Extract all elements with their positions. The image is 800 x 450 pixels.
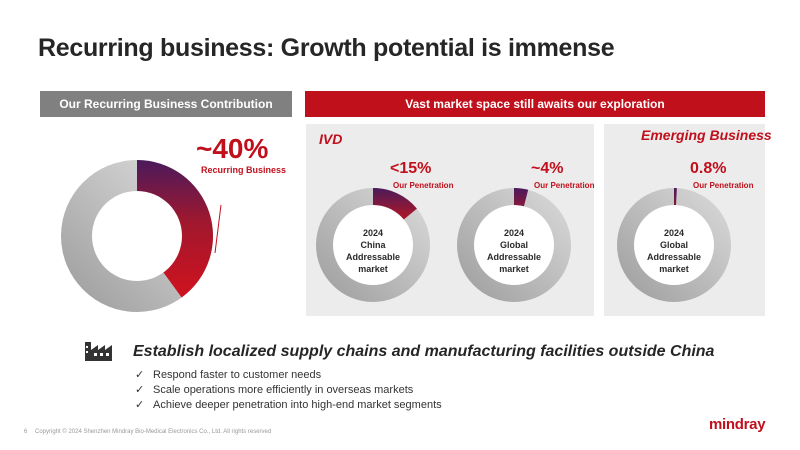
left-percent-label: Recurring Business <box>200 165 286 175</box>
donut-3-hole <box>634 205 714 285</box>
mindray-logo: mindray <box>709 416 766 433</box>
donut-1-center-label: 2024 China Addressable market <box>333 227 413 275</box>
donut-1-line4: market <box>358 264 388 274</box>
donut-2-percent: ~4% <box>531 160 564 177</box>
factory-icon <box>85 342 112 361</box>
page-number: 6 <box>24 429 28 435</box>
bottom-heading: Establish localized supply chains and ma… <box>133 343 715 360</box>
donut-2-line2: Global <box>499 240 528 250</box>
page-title: Recurring business: Growth potential is … <box>38 34 615 62</box>
right-header-label: Vast market space still awaits our explo… <box>405 97 665 111</box>
bullet-text: Achieve deeper penetration into high-end… <box>153 399 442 411</box>
left-callout-line <box>214 204 222 254</box>
donut-2-hole <box>474 205 554 285</box>
donut-1-line2: China <box>360 240 386 250</box>
donut-3-percent: 0.8% <box>690 160 727 177</box>
left-percent: ~40% <box>196 133 269 164</box>
bullet-text: Respond faster to customer needs <box>153 369 322 381</box>
donut-1-line1: 2024 <box>362 228 384 238</box>
donut-3-penetration-label: Our Penetration <box>693 181 754 190</box>
donut-3-line4: market <box>659 264 689 274</box>
check-icon: ✓ <box>135 399 145 411</box>
donut-1-penetration-label: Our Penetration <box>393 181 454 190</box>
donut-2-line4: market <box>499 264 529 274</box>
copyright-text: Copyright © 2024 Shenzhen Mindray Bio-Me… <box>35 429 272 435</box>
donut-2-line1: 2024 <box>503 228 525 238</box>
bullet-item: ✓ Scale operations more efficiently in ov… <box>135 383 442 398</box>
left-donut-hole <box>92 191 182 281</box>
donut-2-center-label: 2024 Global Addressable market <box>474 227 554 275</box>
emerging-label: Emerging Business <box>641 127 772 143</box>
bullet-list: ✓ Respond faster to customer needs ✓ Scale… <box>135 368 442 413</box>
donut-3-line3: Addressable <box>646 252 702 262</box>
donut-2-line3: Addressable <box>486 252 542 262</box>
donut-2-penetration-label: Our Penetration <box>534 181 595 190</box>
bullet-item: ✓ Achieve deeper penetration into high-en… <box>135 398 442 413</box>
right-section-header: Vast market space still awaits our explo… <box>305 91 765 117</box>
donut-3-line2: Global <box>659 240 688 250</box>
left-donut-chart <box>61 160 222 312</box>
donut-3-center-label: 2024 Global Addressable market <box>634 227 714 275</box>
donut-2-chart <box>457 188 571 302</box>
check-icon: ✓ <box>135 384 145 396</box>
donut-3-line1: 2024 <box>663 228 685 238</box>
donut-3-chart <box>617 187 731 302</box>
bullet-text: Scale operations more efficiently in ove… <box>153 384 414 396</box>
donut-1-chart <box>316 188 430 302</box>
bullet-item: ✓ Respond faster to customer needs <box>135 368 442 383</box>
left-section-header: Our Recurring Business Contribution <box>40 91 292 117</box>
left-header-label: Our Recurring Business Contribution <box>59 97 273 111</box>
left-donut-center-label: 2025H1 Revenue <box>97 225 177 263</box>
donut-1-percent: <15% <box>390 160 432 177</box>
donut-1-line3: Addressable <box>345 252 401 262</box>
left-donut-line2: Revenue <box>107 245 167 261</box>
check-icon: ✓ <box>135 369 145 381</box>
footer: 6 Copyright © 2024 Shenzhen Mindray Bio-… <box>24 429 271 435</box>
donut-1-hole <box>333 205 413 285</box>
ivd-label: IVD <box>319 131 343 147</box>
left-donut-line1: 2025H1 <box>112 226 162 242</box>
